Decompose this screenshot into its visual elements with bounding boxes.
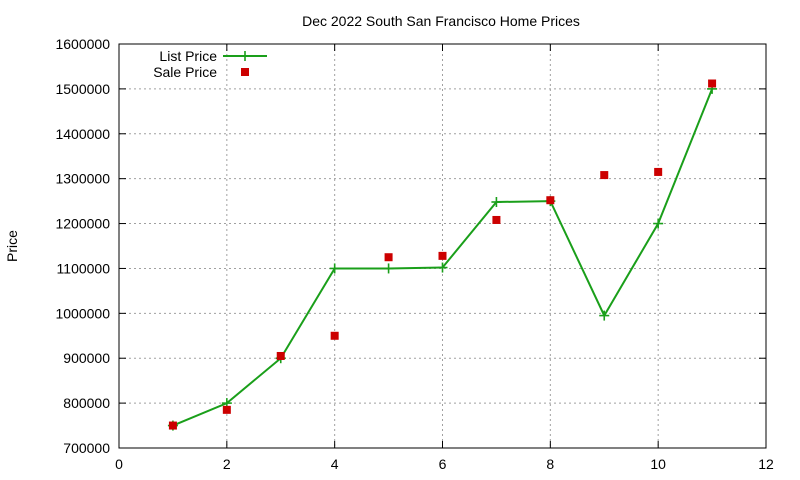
- series-1: [168, 79, 717, 430]
- sale-price-point: [546, 196, 555, 205]
- sale-price-point: [438, 251, 447, 260]
- sale-price-point: [708, 79, 717, 88]
- list-price-point: [437, 262, 448, 273]
- x-tick-label: 4: [331, 456, 339, 472]
- list-price-point: [653, 218, 664, 229]
- list-price-point: [599, 310, 610, 321]
- x-tick-label: 6: [439, 456, 447, 472]
- sale-price-point: [222, 405, 231, 414]
- x-tick-label: 10: [650, 456, 666, 472]
- chart-title: Dec 2022 South San Francisco Home Prices: [302, 13, 580, 29]
- sale-price-point: [492, 215, 501, 224]
- x-tick-label: 8: [546, 456, 554, 472]
- y-tick-label: 800000: [63, 395, 110, 411]
- sale-price-point: [330, 331, 339, 340]
- y-tick-label: 1400000: [55, 126, 110, 142]
- y-tick-label: 700000: [63, 440, 110, 456]
- y-axis-label: Price: [4, 230, 20, 262]
- x-tick-label: 0: [115, 456, 123, 472]
- axes: 700000 800000 900000 1000000 1100000 1200000 1…: [55, 36, 774, 472]
- legend-swatch-marker: [241, 68, 249, 76]
- y-tick-label: 1200000: [55, 216, 110, 232]
- y-tick-label: 1300000: [55, 171, 110, 187]
- series-layer: [167, 79, 718, 431]
- legend-label: Sale Price: [153, 64, 217, 80]
- legend-swatch-marker: [240, 51, 250, 61]
- y-tick-label: 1100000: [57, 260, 111, 276]
- x-tick-label: 2: [223, 456, 231, 472]
- y-tick-label: 1500000: [55, 81, 110, 97]
- grid: [119, 44, 766, 448]
- sale-price-point: [654, 167, 663, 176]
- list-price-point: [383, 263, 394, 274]
- list-price-point: [491, 197, 502, 208]
- sale-price-point: [600, 171, 609, 180]
- legend-label: List Price: [159, 48, 217, 64]
- sale-price-point: [384, 253, 393, 262]
- y-tick-label: 1600000: [55, 36, 110, 52]
- y-tick-label: 1000000: [55, 305, 110, 321]
- y-tick-label: 900000: [63, 350, 110, 366]
- list-price-point: [329, 263, 340, 274]
- sale-price-point: [276, 351, 285, 360]
- sale-price-point: [168, 421, 177, 430]
- x-tick-label: 12: [758, 456, 774, 472]
